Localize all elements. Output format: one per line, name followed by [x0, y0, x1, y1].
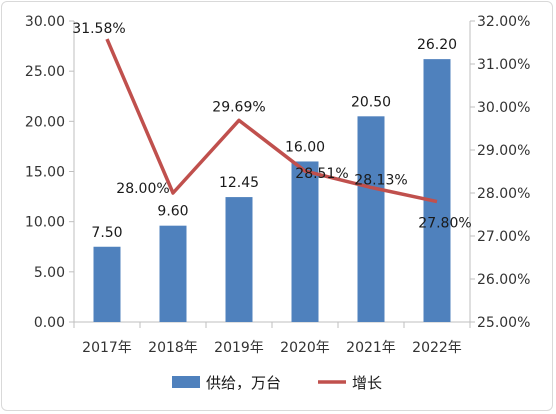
x-tick-label: 2020年: [280, 340, 330, 356]
left-tick-label: 5.00: [34, 265, 65, 281]
bar: [423, 59, 451, 322]
bar-value-label: 12.45: [219, 175, 259, 191]
bar-value-label: 16.00: [285, 139, 325, 155]
right-tick-label: 25.00%: [477, 315, 530, 331]
bar: [291, 161, 319, 322]
bar: [159, 225, 187, 322]
bar-value-label: 20.50: [351, 94, 391, 110]
growth-value-label: 28.00%: [116, 181, 169, 197]
right-tick-label: 29.00%: [477, 143, 530, 159]
right-tick-label: 26.00%: [477, 272, 530, 288]
left-tick-label: 15.00: [25, 165, 65, 181]
left-tick-label: 10.00: [25, 215, 65, 231]
legend-label-bar: 供给，万台: [206, 374, 281, 392]
bar-value-label: 9.60: [157, 204, 188, 220]
left-tick-label: 30.00: [25, 14, 65, 30]
left-tick-label: 0.00: [34, 315, 65, 331]
bar-value-label: 26.20: [417, 37, 457, 53]
x-tick-label: 2017年: [82, 340, 132, 356]
growth-value-label: 29.69%: [212, 99, 265, 115]
bar: [357, 116, 385, 322]
bar-value-label: 7.50: [91, 225, 122, 241]
right-tick-label: 30.00%: [477, 100, 530, 116]
bar: [93, 246, 121, 322]
x-tick-label: 2021年: [346, 340, 396, 356]
left-tick-label: 20.00: [25, 114, 65, 130]
legend-label-line: 增长: [352, 374, 382, 392]
x-tick-label: 2022年: [412, 340, 462, 356]
legend-swatch-bar: [172, 376, 200, 388]
right-tick-label: 28.00%: [477, 186, 530, 202]
growth-value-label: 28.13%: [354, 172, 407, 188]
right-tick-label: 32.00%: [477, 14, 530, 30]
x-tick-label: 2019年: [214, 340, 264, 356]
right-tick-label: 27.00%: [477, 229, 530, 245]
x-tick-label: 2018年: [148, 340, 198, 356]
growth-value-label: 28.51%: [295, 166, 348, 182]
growth-value-label: 27.80%: [418, 216, 471, 232]
bar: [225, 197, 253, 322]
left-tick-label: 25.00: [25, 64, 65, 80]
growth-line: [105, 38, 438, 204]
right-tick-label: 31.00%: [477, 57, 530, 73]
growth-value-label: 31.58%: [72, 21, 125, 37]
